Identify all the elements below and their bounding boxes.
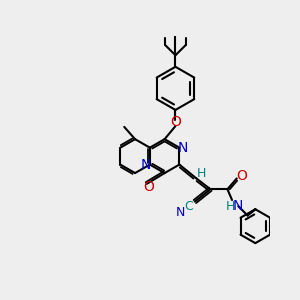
Text: O: O [170, 115, 181, 129]
Text: O: O [144, 180, 154, 194]
Text: N: N [178, 141, 188, 155]
Text: N: N [141, 158, 151, 172]
Text: N: N [176, 206, 186, 219]
Text: C: C [184, 200, 193, 213]
Text: N: N [233, 199, 244, 213]
Text: H: H [226, 200, 235, 213]
Text: O: O [237, 169, 248, 183]
Text: H: H [197, 167, 206, 180]
